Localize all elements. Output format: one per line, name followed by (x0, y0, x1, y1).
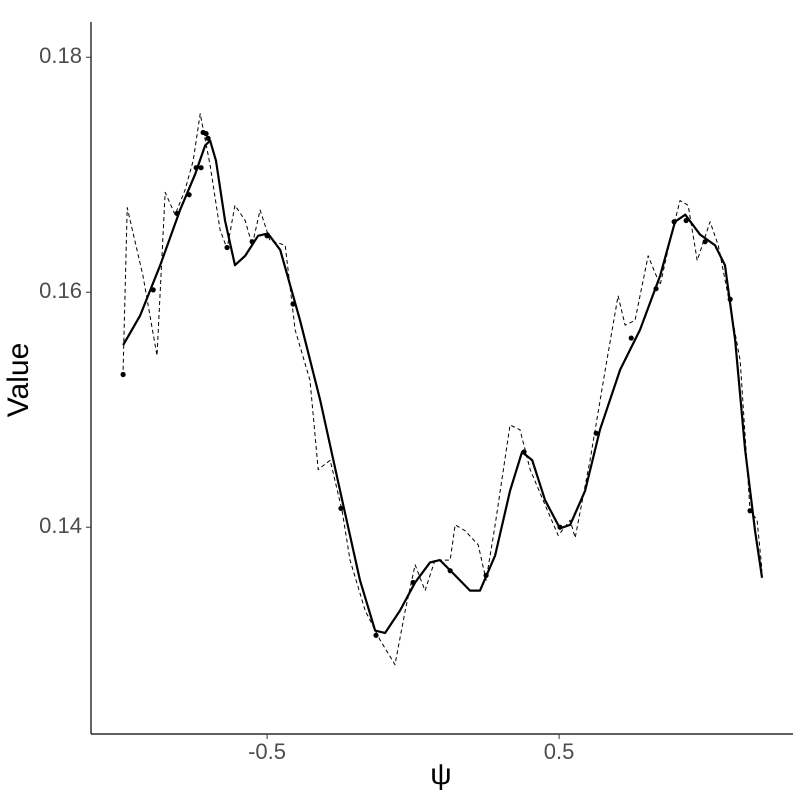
data-point (120, 371, 126, 378)
data-point (373, 632, 379, 638)
data-point (205, 135, 211, 141)
data-point (628, 335, 634, 341)
solid-line (122, 139, 764, 635)
data-point (338, 505, 344, 512)
dashed-line (122, 113, 763, 666)
data-point (203, 131, 209, 137)
y-axis-title: Value (2, 343, 35, 418)
x-axis-title: ψ (430, 758, 451, 791)
y-tick-label: 0.16 (39, 278, 82, 303)
data-point (198, 165, 204, 171)
y-tick-label: 0.14 (39, 513, 82, 538)
x-tick-label: 0.5 (544, 739, 575, 764)
y-tick-label: 0.18 (39, 43, 82, 68)
x-tick-label: -0.5 (248, 739, 286, 764)
